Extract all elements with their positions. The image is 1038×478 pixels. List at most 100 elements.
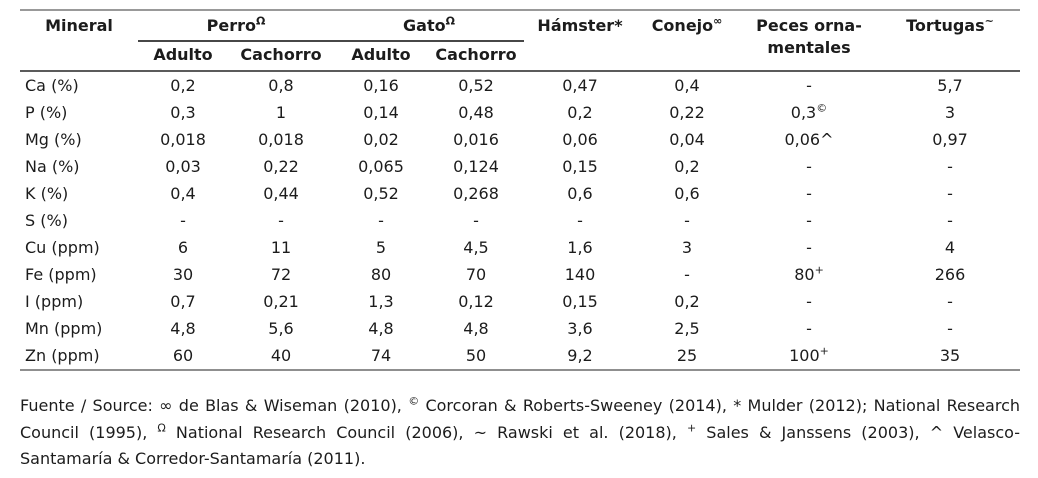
value-cell: 0,47 (562, 76, 598, 95)
table-row: Zn (ppm) 60 40 74 50 9,2 25 100+ 35 (20, 342, 1020, 370)
value-cell: - (947, 319, 953, 338)
mineral-label: Cu (ppm) (25, 238, 100, 257)
value-cell: 0,018 (160, 130, 206, 149)
column-header-tortugas-label: Tortugas (906, 16, 985, 35)
value-cell: 74 (370, 346, 392, 365)
gato-source-marker: Ω (445, 14, 455, 28)
table-row: Mg (%) 0,018 0,018 0,02 0,016 0,06 0,04 0,06^ 0,… (20, 126, 1020, 153)
value-cell: 0,4 (170, 184, 196, 203)
value-cell: 0,268 (453, 184, 499, 203)
value-cell: 40 (270, 346, 292, 365)
mineral-label: I (ppm) (25, 292, 84, 311)
value-cell: 35 (939, 346, 961, 365)
value-cell: - (378, 211, 384, 230)
value-cell: 0,22 (669, 103, 705, 122)
value-cell: 72 (270, 265, 292, 284)
value-cell: 0,3© (738, 99, 880, 126)
value-text: 0,3 (790, 103, 817, 122)
value-cell: 0,44 (263, 184, 299, 203)
source-note-text: Fuente / Source: ∞ de Blas & Wiseman (20… (20, 396, 409, 415)
value-cell: 1,3 (368, 292, 394, 311)
source-note-marker: + (686, 421, 697, 435)
subcolumn-gato-adulto: Adulto (351, 45, 411, 64)
source-note-text: National Research Council (2006), ~ Raws… (165, 422, 687, 442)
value-cell: 0,97 (932, 130, 968, 149)
value-cell: 0,06^ (784, 130, 834, 149)
value-text: 80 (794, 265, 815, 284)
value-cell: 1 (275, 103, 287, 122)
value-cell: 1,6 (567, 238, 593, 257)
value-cell: 6 (177, 238, 189, 257)
value-cell: 0,2 (674, 292, 700, 311)
value-cell: 0,04 (669, 130, 705, 149)
value-cell: 0,065 (358, 157, 404, 176)
value-cell: - (806, 76, 812, 95)
value-cell: 0,2 (170, 76, 196, 95)
value-cell: - (806, 211, 812, 230)
table-row: Mn (ppm) 4,8 5,6 4,8 4,8 3,6 2,5 - - (20, 315, 1020, 342)
subcolumn-perro-cachorro: Cachorro (240, 45, 322, 64)
mineral-requirements-table: Mineral PerroΩ GatoΩ Hámster* Conejo∞ Pe… (20, 9, 1020, 371)
column-header-peces-label: Peces orna- mentales (756, 16, 862, 57)
mineral-label: P (%) (25, 103, 68, 122)
value-cell: 0,02 (363, 130, 399, 149)
value-cell: 0,03 (165, 157, 201, 176)
source-note-text: Sales & Janssens (2003), ^ Velasco-Santa… (20, 422, 1020, 469)
mineral-label: S (%) (25, 211, 68, 230)
table-row: I (ppm) 0,7 0,21 1,3 0,12 0,15 0,2 - - (20, 288, 1020, 315)
source-note-text: Corcoran & Roberts-Sweeney (2014), * Mul… (20, 396, 1020, 442)
value-cell: 0,21 (263, 292, 299, 311)
value-cell: - (806, 319, 812, 338)
value-cell: 0,15 (562, 292, 598, 311)
column-header-conejo-label: Conejo (651, 16, 714, 35)
value-cell: - (278, 211, 284, 230)
source-note-marker: © (408, 394, 420, 408)
subcolumn-perro-adulto: Adulto (153, 45, 213, 64)
value-cell: 25 (676, 346, 698, 365)
tortugas-source-marker: ~ (984, 14, 994, 28)
value-cell: 5 (375, 238, 387, 257)
header-row-groups: Mineral PerroΩ GatoΩ Hámster* Conejo∞ Pe… (20, 10, 1020, 57)
value-cell: 0,2 (674, 157, 700, 176)
value-cell: 70 (465, 265, 487, 284)
column-header-mineral-label: Mineral (45, 16, 113, 35)
value-cell: 0,4 (674, 76, 700, 95)
mineral-label: Zn (ppm) (25, 346, 100, 365)
value-cell: 5,6 (268, 319, 294, 338)
column-header-hamster: Hámster* (524, 10, 636, 71)
value-cell: 0,16 (363, 76, 399, 95)
value-cell: - (577, 211, 583, 230)
table-row: Ca (%) 0,2 0,8 0,16 0,52 0,47 0,4 - 5,7 (20, 71, 1020, 99)
value-cell: 3 (944, 103, 956, 122)
value-cell: 60 (172, 346, 194, 365)
conejo-source-marker: ∞ (713, 14, 723, 28)
table-row: Na (%) 0,03 0,22 0,065 0,124 0,15 0,2 - - (20, 153, 1020, 180)
value-cell: 80 (370, 265, 392, 284)
value-cell: - (684, 265, 690, 284)
source-note-marker: Ω (157, 421, 166, 435)
perro-source-marker: Ω (256, 14, 266, 28)
table-row: S (%) - - - - - - - - (20, 207, 1020, 234)
value-cell: 140 (564, 265, 596, 284)
value-cell: - (806, 238, 812, 257)
value-cell: - (473, 211, 479, 230)
value-cell: - (806, 292, 812, 311)
value-source-marker: + (814, 263, 824, 277)
column-group-perro-label: Perro (206, 16, 256, 35)
column-group-gato-label: Gato (403, 16, 446, 35)
column-header-mineral: Mineral (20, 10, 138, 71)
value-cell: 100+ (738, 342, 880, 370)
value-cell: 4,8 (170, 319, 196, 338)
column-header-hamster-label: Hámster* (537, 16, 623, 35)
value-cell: 0,06 (562, 130, 598, 149)
table-row: K (%) 0,4 0,44 0,52 0,268 0,6 0,6 - - (20, 180, 1020, 207)
value-cell: 9,2 (567, 346, 593, 365)
value-cell: 30 (172, 265, 194, 284)
value-cell: 0,016 (453, 130, 499, 149)
value-cell: 3,6 (567, 319, 593, 338)
table-header: Mineral PerroΩ GatoΩ Hámster* Conejo∞ Pe… (20, 10, 1020, 71)
value-cell: 4,8 (368, 319, 394, 338)
value-cell: 3 (681, 238, 693, 257)
value-cell: 11 (270, 238, 292, 257)
